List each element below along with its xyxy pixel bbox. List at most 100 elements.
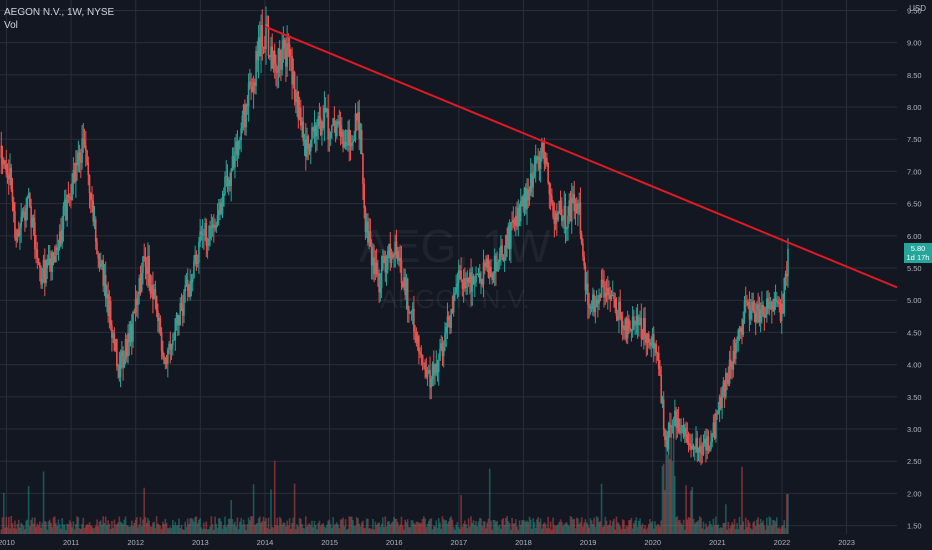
volume-bar (619, 526, 622, 534)
volume-bar (181, 529, 184, 534)
volume-bar (715, 516, 717, 534)
candle-body (10, 167, 13, 190)
volume-bar (439, 522, 441, 534)
candle-body (318, 116, 321, 119)
candle-body (185, 279, 188, 286)
volume-bar (464, 520, 466, 534)
volume-bar (15, 528, 18, 534)
volume-bar (734, 529, 737, 534)
volume-bar (176, 525, 179, 534)
volume-bar (267, 517, 270, 534)
volume-bar (544, 523, 547, 534)
candle-body (712, 422, 715, 434)
volume-bar (382, 517, 384, 534)
candle-body (743, 300, 746, 320)
volume-bar (276, 517, 278, 534)
volume-bar (91, 526, 93, 534)
candle-body (676, 418, 679, 428)
currency-label[interactable]: USD (909, 4, 926, 13)
candle-body (436, 363, 439, 373)
volume-bar (506, 516, 508, 534)
volume-bar (722, 522, 725, 534)
time-tick-label: 2013 (192, 538, 209, 547)
volume-bar (693, 523, 696, 534)
volume-bar (532, 518, 535, 534)
volume-bar (304, 516, 307, 534)
volume-bar (143, 487, 146, 534)
volume-bar (505, 517, 507, 534)
volume-bar (75, 524, 77, 534)
volume-bar (635, 517, 638, 534)
candle-body (710, 442, 712, 450)
candle-body (630, 329, 633, 332)
volume-bar (706, 527, 709, 534)
volume-bar (384, 516, 387, 534)
volume-bar (466, 527, 469, 534)
candle-body (597, 299, 599, 304)
candle-body (405, 278, 408, 296)
volume-bar (300, 518, 302, 534)
volume-bar (106, 525, 108, 534)
candle-body (578, 202, 580, 210)
candle-body (360, 129, 363, 155)
candle-body (766, 298, 768, 315)
candle-body (87, 162, 90, 176)
volume-bar (425, 527, 428, 534)
trendline[interactable] (264, 25, 898, 289)
volume-indicator-label[interactable]: Vol (4, 20, 18, 31)
candle-body (163, 356, 165, 364)
volume-bar (227, 518, 230, 534)
candle-body (428, 370, 430, 373)
candle-body (711, 433, 713, 443)
volume-bar (240, 517, 242, 534)
candle-body (548, 182, 551, 195)
volume-bar (323, 526, 326, 534)
time-axis[interactable]: 2010 2011 2012 2013 2014 2015 2016 2017 2018 2019… (0, 538, 855, 547)
volume-bar (43, 520, 46, 534)
volume-bar (6, 527, 9, 534)
candle-body (506, 234, 508, 248)
volume-bar (577, 518, 579, 534)
volume-bar (331, 527, 333, 534)
candle-body (167, 349, 169, 365)
volume-bar (681, 525, 684, 534)
price-tick-label: 2.50 (907, 457, 922, 466)
volume-bar (647, 524, 650, 534)
volume-bar (744, 517, 747, 534)
candle-body (165, 357, 168, 365)
candle-body (656, 352, 659, 354)
candle-body (19, 227, 21, 236)
volume-bar (155, 516, 158, 534)
candle-body (193, 261, 195, 279)
volume-bar (447, 521, 450, 534)
volume-bar (350, 516, 353, 534)
candle-body (367, 221, 369, 243)
candle-body (609, 294, 612, 299)
volume-bar (418, 522, 420, 534)
candle-body (536, 156, 538, 158)
volume-bar (590, 520, 593, 534)
symbol-title[interactable]: AEGON N.V., 1W, NYSE (4, 7, 115, 18)
volume-bar (461, 526, 464, 534)
candle-body (662, 399, 665, 430)
candle-body (271, 46, 274, 69)
candle-body (82, 138, 85, 140)
volume-bar (513, 523, 516, 534)
candle-body (404, 277, 407, 296)
candle-body (784, 273, 787, 279)
volume-bar (455, 524, 457, 534)
volume-bar (531, 528, 533, 534)
candle-body (667, 423, 670, 450)
candle-body (752, 301, 754, 311)
candle-body (122, 350, 124, 368)
price-axis[interactable]: 9.50 9.00 8.50 8.00 7.50 7.00 6.50 6.00 5.50 5.00… (907, 6, 922, 530)
candle-body (350, 143, 353, 146)
candle-body (546, 157, 548, 163)
volume-bar (552, 517, 554, 534)
volume-bar (370, 529, 373, 534)
candle-body (365, 221, 368, 232)
candle-body (515, 215, 517, 226)
candle-body (147, 255, 149, 274)
